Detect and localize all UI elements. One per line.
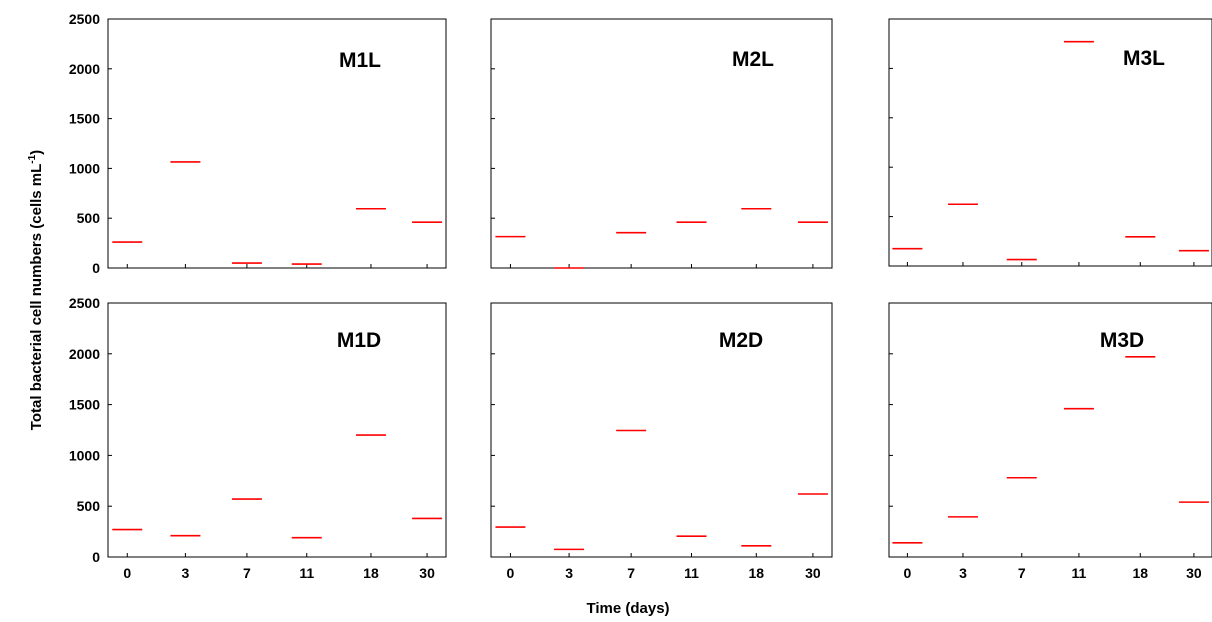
x-tick-label: 18 — [1133, 565, 1149, 581]
x-tick-label: 3 — [565, 565, 573, 581]
panel-m1d: 0 500 1000 1500 2000 2500 0 3 7 11 18 30 M1D — [69, 295, 446, 581]
x-tick-label: 3 — [182, 565, 190, 581]
panel-m1l: 0 500 1000 1500 2000 2500 M1L — [69, 11, 446, 276]
panel-m3l: M3L — [889, 19, 1212, 266]
y-tick-label: 1000 — [69, 160, 100, 176]
x-tick-label: 11 — [299, 565, 314, 581]
x-tick-label: 0 — [507, 565, 515, 581]
y-tick-label: 1500 — [69, 397, 100, 413]
panel-m2l: M2L — [491, 19, 832, 268]
x-tick-label: 11 — [1072, 565, 1087, 581]
y-tick-label: 0 — [92, 260, 100, 276]
y-tick-label: 2500 — [69, 295, 100, 311]
y-tick-label: 1000 — [69, 447, 100, 463]
y-tick-label: 2500 — [69, 11, 100, 27]
x-tick-label: 30 — [1186, 565, 1202, 581]
plot-frame — [889, 303, 1212, 557]
panel-m2d: 0 3 7 11 18 30 M2D — [491, 303, 832, 581]
plot-frame — [491, 19, 832, 268]
panel-title: M2D — [719, 329, 763, 352]
panel-title: M1D — [337, 329, 381, 352]
y-tick-label: 500 — [77, 210, 101, 226]
y-tick-label: 1500 — [69, 111, 100, 127]
panel-m3d: 0 3 7 11 18 30 M3D — [889, 303, 1212, 581]
x-tick-label: 18 — [363, 565, 379, 581]
x-tick-label: 0 — [123, 565, 131, 581]
plot-frame — [491, 303, 832, 557]
x-tick-label: 7 — [243, 565, 251, 581]
panel-title: M1L — [339, 49, 381, 72]
plot-frame — [108, 19, 446, 268]
x-tick-label: 18 — [749, 565, 765, 581]
x-tick-label: 11 — [684, 565, 699, 581]
x-tick-label: 7 — [1018, 565, 1026, 581]
panel-title: M3D — [1100, 329, 1144, 352]
x-tick-label: 30 — [805, 565, 821, 581]
y-tick-label: 500 — [77, 498, 101, 514]
x-tick-label: 30 — [419, 565, 435, 581]
y-tick-label: 2000 — [69, 61, 100, 77]
y-tick-label: 2000 — [69, 346, 100, 362]
x-tick-label: 7 — [627, 565, 635, 581]
x-tick-label: 0 — [904, 565, 912, 581]
panel-title: M3L — [1123, 47, 1165, 70]
plot-frame — [108, 303, 446, 557]
panel-title: M2L — [732, 48, 774, 71]
x-tick-label: 3 — [959, 565, 967, 581]
x-axis-title: Time (days) — [586, 600, 669, 617]
y-axis-title: Total bacterial cell numbers (cells mL-1… — [27, 150, 45, 430]
y-tick-label: 0 — [92, 549, 100, 565]
